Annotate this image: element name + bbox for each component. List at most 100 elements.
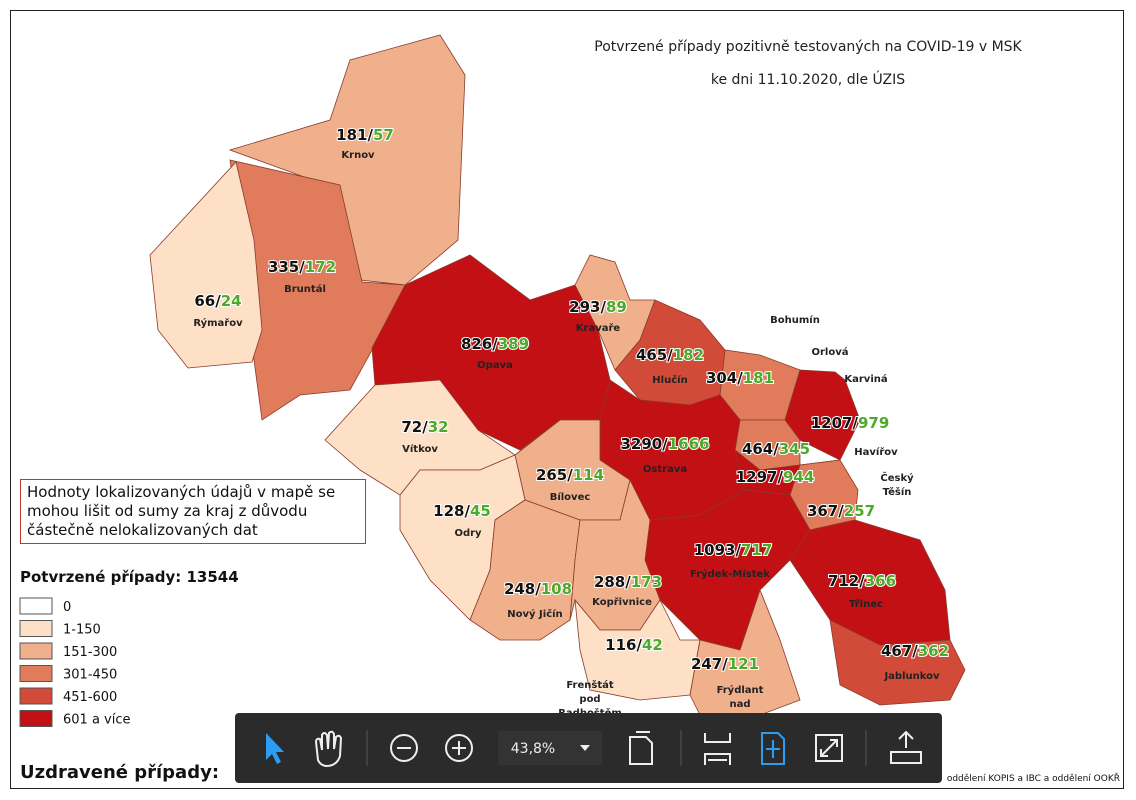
- region-value: 1297/944: [736, 468, 815, 486]
- hand-tool[interactable]: [314, 730, 343, 768]
- region-value: 1093/717: [694, 541, 773, 559]
- cases: 181: [336, 126, 367, 144]
- region: [829, 619, 966, 706]
- recovered: 944: [783, 468, 814, 486]
- cases: 128: [433, 502, 464, 520]
- region-name: Ostrava: [643, 464, 687, 475]
- cases: 248: [504, 580, 535, 598]
- legend-swatch: [19, 687, 53, 705]
- separator: /: [492, 335, 498, 353]
- separator: /: [773, 440, 779, 458]
- label-layer: 181/57Krnov335/172Bruntál66/24Rýmařov826…: [193, 125, 950, 724]
- legend: 0 1-150 151-300 301-450 451-600 601 a více: [19, 597, 131, 728]
- footer: oddělení KOPIS a IBC a oddělení OOKŘ: [947, 773, 1120, 784]
- recovered: 121: [728, 655, 759, 673]
- export[interactable]: [890, 730, 922, 764]
- separator: /: [464, 502, 470, 520]
- separator: /: [722, 655, 728, 673]
- recovered: 1666: [668, 435, 710, 453]
- cases: 826: [461, 335, 492, 353]
- region-value: 128/45: [433, 502, 491, 520]
- region-value: 335/172: [268, 258, 336, 276]
- separator: /: [636, 636, 642, 654]
- cases: 335: [268, 258, 299, 276]
- recovered: 366: [865, 572, 896, 590]
- recovered: 42: [642, 636, 663, 654]
- separator: /: [912, 642, 918, 660]
- page-tool[interactable]: [629, 731, 653, 765]
- region-name: Kravaře: [576, 322, 621, 334]
- cases: 293: [569, 298, 600, 316]
- region-name: Orlová: [812, 346, 849, 358]
- region-value: 465/182: [636, 346, 704, 364]
- separator: /: [777, 468, 783, 486]
- recovered: 89: [606, 298, 627, 316]
- cases: 465: [636, 346, 667, 364]
- separator: /: [600, 298, 606, 316]
- cases: 464: [742, 440, 773, 458]
- map-subtitle: ke dni 11.10.2020, dle ÚZIS: [711, 70, 905, 88]
- region-name: Opava: [477, 360, 513, 371]
- legend-swatch: [19, 710, 53, 727]
- recovered: 108: [541, 580, 572, 598]
- fit-width[interactable]: [704, 733, 731, 765]
- map-title: Potvrzené případy pozitivně testovaných …: [594, 39, 1022, 55]
- region-value: 367/257: [807, 502, 875, 520]
- region-value: 288/173: [594, 573, 662, 591]
- separator: /: [852, 414, 858, 432]
- cases: 3290: [621, 435, 663, 453]
- recovered: 181: [743, 369, 774, 387]
- region-value: 293/89: [569, 298, 627, 316]
- recovered: 24: [221, 292, 242, 310]
- fullscreen-icon: [820, 739, 838, 757]
- separator: /: [215, 292, 221, 310]
- region-name: Havířov: [854, 446, 898, 458]
- region-name: Kopřivnice: [592, 596, 652, 608]
- region-value: 248/108: [504, 580, 572, 598]
- region-name: Bílovec: [550, 491, 591, 503]
- region-value: 464/345: [742, 440, 810, 458]
- cases: 247: [691, 655, 722, 673]
- cases: 1297: [736, 468, 778, 486]
- separator: /: [859, 572, 865, 590]
- separator: /: [662, 435, 668, 453]
- region-name: Odry: [454, 528, 482, 539]
- cases: 1207: [811, 414, 853, 432]
- cases: 467: [881, 642, 912, 660]
- cases: 712: [828, 572, 859, 590]
- region-layer: [149, 34, 966, 716]
- region-value: 304/181: [706, 369, 774, 387]
- legend-swatch: [19, 597, 53, 615]
- recovered: 389: [498, 335, 529, 353]
- zoom-out[interactable]: [390, 734, 418, 762]
- region-name: Nový Jičín: [507, 608, 562, 620]
- recovered: 345: [779, 440, 810, 458]
- fullscreen[interactable]: [815, 734, 843, 762]
- cases: 367: [807, 502, 838, 520]
- region-value: 467/362: [881, 642, 949, 660]
- legend-title: Potvrzené případy: 13544: [20, 568, 239, 586]
- region-name: Rýmařov: [193, 317, 243, 329]
- select-tool[interactable]: [266, 733, 284, 764]
- region-value: 181/57: [336, 126, 394, 144]
- legend-label: 0: [63, 600, 71, 615]
- zoom-in[interactable]: [445, 734, 473, 762]
- cases: 288: [594, 573, 625, 591]
- zoom-value: 43,8%: [511, 741, 555, 757]
- zoom-dropdown[interactable]: [580, 745, 590, 751]
- region-name: Frýdek-Místek: [690, 568, 770, 580]
- legend-label: 601 a více: [63, 713, 131, 728]
- cases: 265: [536, 466, 567, 484]
- region-value: 265/114: [536, 466, 604, 484]
- separator: /: [667, 346, 673, 364]
- fit-page[interactable]: [761, 732, 785, 765]
- region-name: Karviná: [844, 373, 887, 385]
- separator: /: [625, 573, 631, 591]
- recovered: 172: [305, 258, 336, 276]
- region-value: 247/121: [691, 655, 759, 673]
- recovered: 362: [918, 642, 949, 660]
- separator: /: [838, 502, 844, 520]
- separator: /: [737, 369, 743, 387]
- legend-swatch: [19, 642, 53, 660]
- cases: 66: [194, 292, 215, 310]
